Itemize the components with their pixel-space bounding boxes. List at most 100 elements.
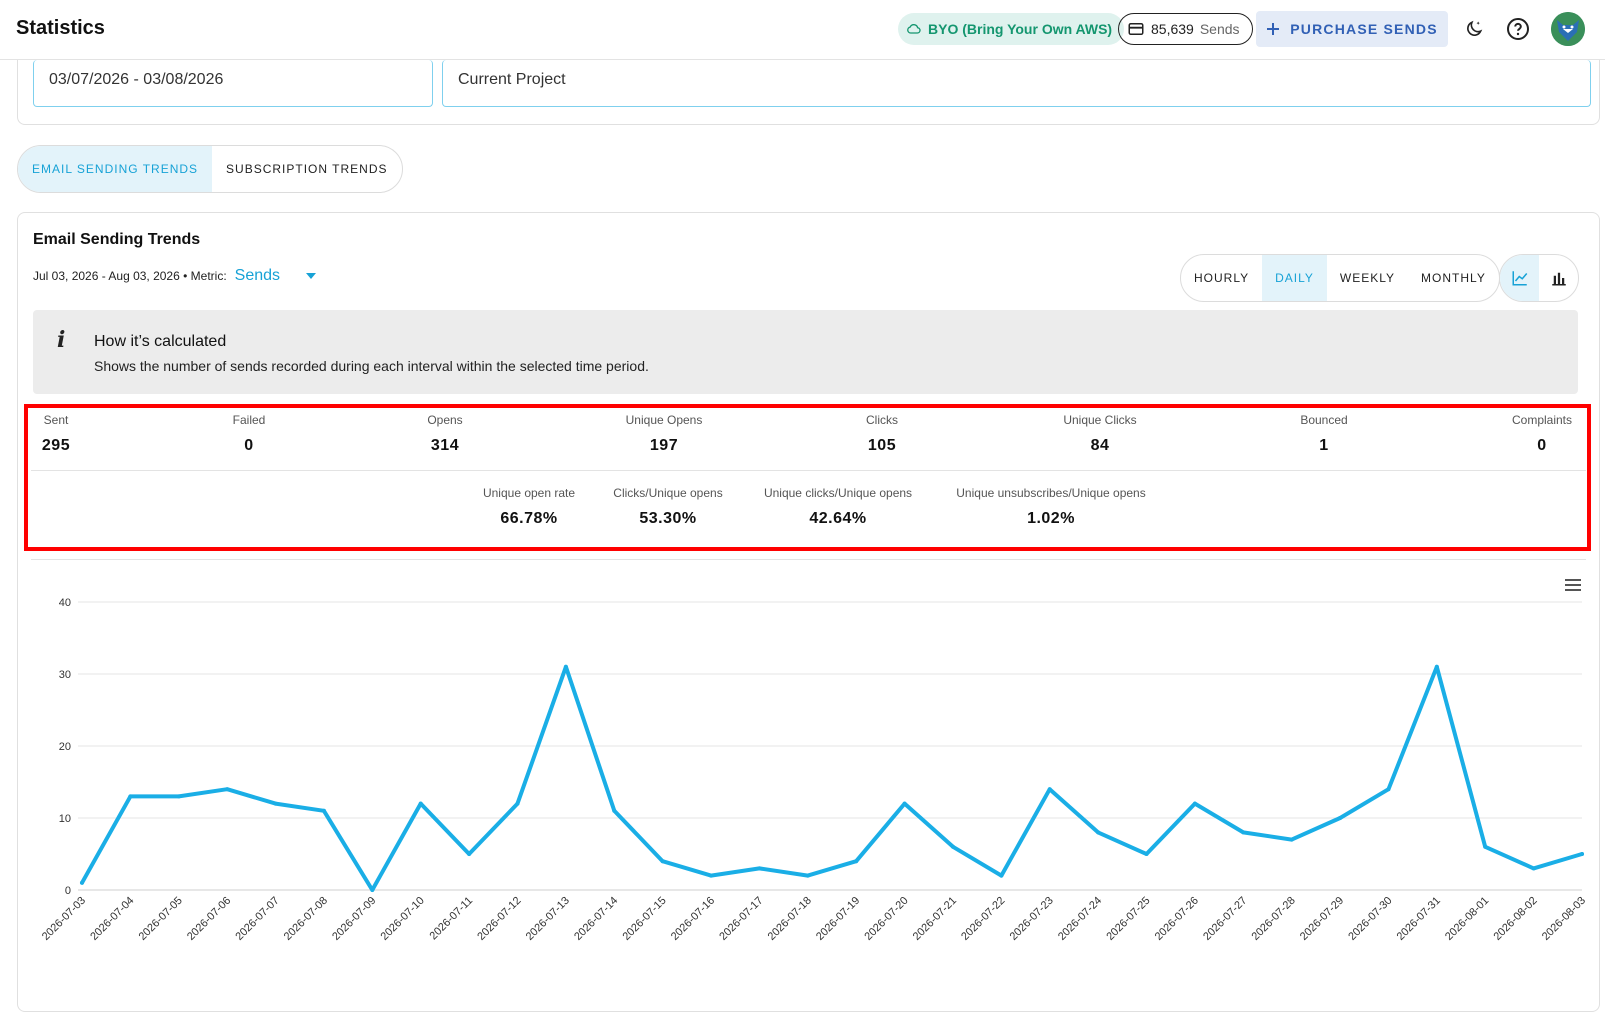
line-chart-icon[interactable] bbox=[1500, 255, 1539, 301]
x-tick-label: 2026-07-05 bbox=[137, 895, 185, 943]
data-point bbox=[418, 801, 423, 806]
data-point bbox=[128, 794, 133, 799]
byo-badge[interactable]: BYO (Bring Your Own AWS) bbox=[898, 13, 1125, 45]
rate-unique-open: Unique open rate 66.78% bbox=[482, 486, 576, 527]
trend-tabs: EMAIL SENDING TRENDS SUBSCRIPTION TRENDS bbox=[17, 145, 403, 193]
x-tick-label: 2026-07-08 bbox=[282, 895, 330, 943]
x-tick-label: 2026-07-20 bbox=[862, 895, 910, 943]
x-tick-label: 2026-07-25 bbox=[1104, 895, 1152, 943]
y-tick-label: 0 bbox=[65, 885, 71, 897]
chart-divider bbox=[31, 559, 1586, 560]
data-point bbox=[1483, 844, 1488, 849]
data-point bbox=[950, 844, 955, 849]
x-tick-label: 2026-07-27 bbox=[1201, 895, 1249, 943]
sends-balance[interactable]: 85,639 Sends bbox=[1118, 13, 1253, 45]
data-point bbox=[1434, 664, 1439, 669]
stats-highlight-box bbox=[24, 404, 1591, 551]
period-hourly[interactable]: HOURLY bbox=[1194, 271, 1250, 285]
date-range-text: Jul 03, 2026 - Aug 03, 2026 • Metric: bbox=[33, 269, 227, 283]
data-point bbox=[1096, 830, 1101, 835]
dark-mode-icon[interactable] bbox=[1462, 17, 1486, 41]
byo-label: BYO (Bring Your Own AWS) bbox=[928, 21, 1113, 37]
project-field[interactable]: Current Project bbox=[442, 60, 1591, 107]
date-range-field[interactable]: 03/07/2026 - 03/08/2026 bbox=[33, 60, 433, 107]
data-point bbox=[999, 873, 1004, 878]
period-monthly[interactable]: MONTHLY bbox=[1421, 271, 1486, 285]
x-tick-label: 2026-07-03 bbox=[40, 895, 88, 943]
y-tick-label: 30 bbox=[59, 669, 71, 681]
x-tick-label: 2026-07-10 bbox=[379, 895, 427, 943]
data-point bbox=[757, 866, 762, 871]
info-title: How it’s calculated bbox=[94, 333, 227, 350]
period-daily[interactable]: DAILY bbox=[1262, 255, 1327, 301]
x-tick-label: 2026-07-13 bbox=[524, 895, 572, 943]
credit-card-icon bbox=[1128, 23, 1144, 35]
x-tick-label: 2026-07-11 bbox=[428, 895, 476, 943]
stat-clicks: Clicks 105 bbox=[866, 413, 898, 454]
stat-failed: Failed 0 bbox=[232, 413, 266, 454]
data-point bbox=[902, 801, 907, 806]
data-point bbox=[1144, 852, 1149, 856]
x-tick-label: 2026-07-18 bbox=[766, 895, 814, 943]
x-tick-label: 2026-07-07 bbox=[233, 895, 281, 943]
x-tick-label: 2026-07-06 bbox=[185, 895, 233, 943]
x-tick-label: 2026-07-15 bbox=[620, 895, 668, 943]
stats-divider bbox=[31, 470, 1586, 471]
x-tick-label: 2026-07-26 bbox=[1153, 895, 1201, 943]
info-box: i How it’s calculated Shows the number o… bbox=[33, 310, 1578, 394]
data-point bbox=[1192, 801, 1197, 806]
x-tick-label: 2026-07-29 bbox=[1298, 895, 1346, 943]
x-tick-label: 2026-07-17 bbox=[717, 895, 765, 943]
bar-chart-icon[interactable] bbox=[1539, 255, 1578, 301]
x-tick-label: 2026-07-16 bbox=[669, 895, 717, 943]
data-point bbox=[515, 801, 520, 806]
x-tick-label: 2026-07-21 bbox=[911, 895, 959, 943]
data-point bbox=[225, 787, 230, 792]
data-point bbox=[709, 873, 714, 878]
purchase-label: PURCHASE SENDS bbox=[1290, 21, 1438, 37]
cloud-icon bbox=[907, 24, 921, 34]
x-tick-label: 2026-07-31 bbox=[1395, 895, 1443, 943]
chart-menu-icon[interactable] bbox=[1565, 578, 1581, 591]
tab-subscription-trends[interactable]: SUBSCRIPTION TRENDS bbox=[226, 162, 388, 176]
stat-unique-clicks: Unique Clicks 84 bbox=[1063, 413, 1137, 454]
x-tick-label: 2026-07-23 bbox=[1008, 895, 1056, 943]
y-tick-label: 10 bbox=[59, 813, 71, 825]
data-point bbox=[1289, 837, 1294, 842]
rate-clicks-unique-opens: Clicks/Unique opens 53.30% bbox=[613, 486, 723, 527]
stat-complaints: Complaints 0 bbox=[1511, 413, 1573, 454]
card-title: Email Sending Trends bbox=[33, 231, 201, 248]
purchase-sends-button[interactable]: PURCHASE SENDS bbox=[1256, 11, 1448, 47]
chevron-down-icon[interactable] bbox=[306, 273, 317, 279]
x-tick-label: 2026-07-19 bbox=[814, 895, 862, 943]
stat-opens: Opens 314 bbox=[427, 413, 463, 454]
data-point bbox=[467, 852, 472, 856]
x-tick-label: 2026-07-30 bbox=[1346, 895, 1394, 943]
stat-bounced: Bounced 1 bbox=[1300, 413, 1348, 454]
data-point bbox=[660, 859, 665, 864]
rate-unique-clicks-unique-opens: Unique clicks/Unique opens 42.64% bbox=[763, 486, 913, 527]
metric-select[interactable]: Sends bbox=[234, 267, 281, 284]
tab-email-sending-trends[interactable]: EMAIL SENDING TRENDS bbox=[18, 146, 213, 192]
period-weekly[interactable]: WEEKLY bbox=[1339, 271, 1396, 285]
data-point bbox=[273, 801, 278, 806]
card-subtitle: Jul 03, 2026 - Aug 03, 2026 • Metric: Se… bbox=[33, 267, 317, 285]
x-tick-label: 2026-07-04 bbox=[88, 895, 136, 943]
x-tick-label: 2026-07-14 bbox=[572, 895, 620, 943]
y-tick-label: 20 bbox=[59, 741, 71, 753]
x-tick-label: 2026-07-24 bbox=[1056, 895, 1104, 943]
data-point bbox=[370, 888, 375, 892]
x-tick-label: 2026-08-02 bbox=[1491, 895, 1539, 943]
info-icon: i bbox=[57, 327, 66, 353]
page-title: Statistics bbox=[16, 17, 105, 39]
x-tick-label: 2026-08-03 bbox=[1540, 895, 1588, 943]
sends-count: 85,639 bbox=[1151, 21, 1194, 37]
rate-unsubscribes-unique-opens: Unique unsubscribes/Unique opens 1.02% bbox=[956, 486, 1146, 527]
x-tick-label: 2026-07-12 bbox=[475, 895, 523, 943]
plus-icon bbox=[1267, 23, 1280, 35]
x-tick-label: 2026-07-22 bbox=[959, 895, 1007, 943]
avatar[interactable] bbox=[1551, 12, 1585, 46]
x-tick-label: 2026-07-28 bbox=[1250, 895, 1298, 943]
help-icon[interactable] bbox=[1506, 17, 1530, 41]
